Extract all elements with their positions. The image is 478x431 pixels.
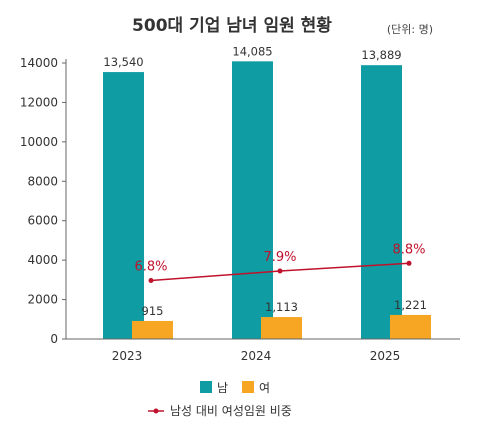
y-tick-label: 4000 xyxy=(27,253,58,267)
y-tick-label: 0 xyxy=(50,332,58,346)
bar-data-label: 13,889 xyxy=(361,48,401,62)
y-axis: 0 2000 4000 6000 8000 10000 12000 14000 xyxy=(20,56,67,346)
legend-label-female: 여 xyxy=(259,381,270,395)
ratio-line-series: 6.8% 7.9% 8.8% xyxy=(134,242,426,284)
x-tick-label: 2024 xyxy=(241,349,272,363)
bars: 13,540 14,085 13,889 915 1,113 1,221 xyxy=(103,44,431,340)
ratio-data-label: 8.8% xyxy=(392,242,425,257)
y-tick-label: 14000 xyxy=(20,56,58,70)
x-tick-label: 2025 xyxy=(370,349,401,363)
y-tick-label: 2000 xyxy=(27,293,58,307)
ratio-point xyxy=(406,260,412,266)
bar-data-label: 1,221 xyxy=(394,298,427,312)
bar-male-2024 xyxy=(232,61,273,340)
x-tick-label: 2023 xyxy=(112,349,143,363)
bar-female-2024 xyxy=(261,317,302,339)
legend: 남 여남성 대비 여성임원 비중 xyxy=(148,381,292,418)
y-tick-label: 12000 xyxy=(20,95,58,109)
bar-male-2023 xyxy=(103,72,144,339)
legend-label-ratio: 남성 대비 여성임원 비중 xyxy=(170,404,292,418)
y-tick-label: 8000 xyxy=(27,174,58,188)
bar-data-label: 13,540 xyxy=(103,55,143,69)
legend-swatch-female xyxy=(242,381,254,393)
y-tick-label: 10000 xyxy=(20,135,58,149)
bar-female-2025 xyxy=(390,314,431,339)
ratio-point xyxy=(277,268,283,274)
chart-title: 500대 기업 남녀 임원 현황 xyxy=(132,15,332,36)
ratio-point xyxy=(148,278,154,284)
bar-female-2023 xyxy=(132,320,173,339)
ratio-data-label: 6.8% xyxy=(134,260,167,275)
bar-data-label: 14,085 xyxy=(232,44,272,58)
bar-data-label: 915 xyxy=(142,304,164,318)
legend-line-marker xyxy=(153,408,159,414)
y-tick-label: 6000 xyxy=(27,214,58,228)
bar-male-2025 xyxy=(361,65,402,339)
legend-label-male: 남 xyxy=(217,381,228,395)
legend-swatch-male xyxy=(200,381,212,393)
unit-note: (단위: 명) xyxy=(387,23,433,36)
ratio-data-label: 7.9% xyxy=(263,250,296,265)
bar-data-label: 1,113 xyxy=(265,300,298,314)
x-axis: 2023 2024 2025 xyxy=(66,338,460,363)
